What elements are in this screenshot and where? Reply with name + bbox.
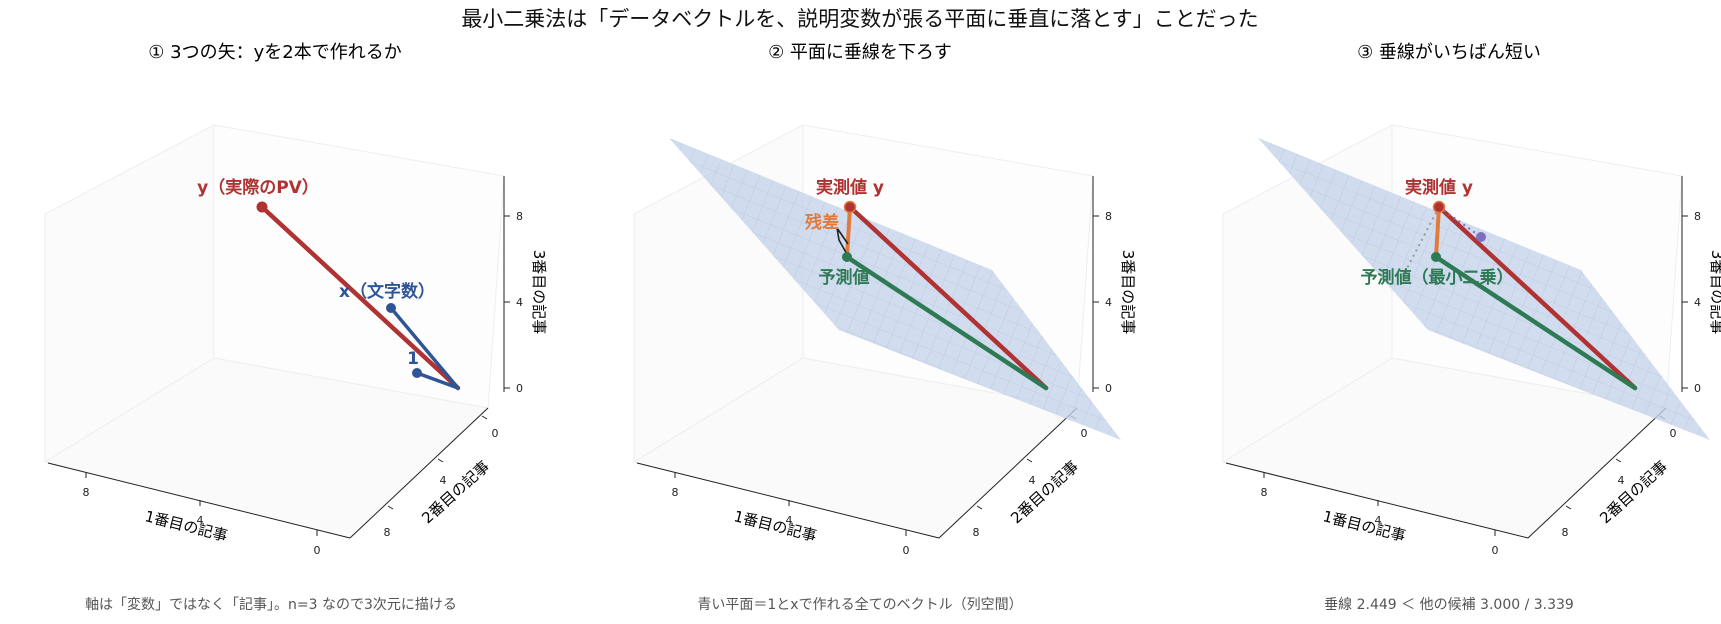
panel-1-tick-labels: 8 4 0 0 4 8 0 4 8: [83, 210, 524, 557]
panel-2-x-axis-label: 1番目の記事: [732, 507, 818, 545]
panel-1-side-wall: [44, 124, 215, 463]
panel-2-axes: [636, 176, 1099, 539]
one-vector-label: 1: [407, 349, 419, 369]
panel-2-y-axis-label: 2番目の記事: [1007, 457, 1082, 527]
panel-1: ① 3つの矢：yを2本で作れるか 8 4 0 0 4 8: [43, 42, 548, 613]
residual-label: 残差: [805, 212, 839, 233]
panel-1-y-tick-0: 0: [492, 427, 499, 440]
panel-2-x-tick-8: 8: [672, 486, 679, 499]
panel-1-title: ① 3つの矢：yを2本で作れるか: [148, 42, 401, 63]
actual-label: 実測値 y: [816, 177, 884, 198]
panel-3-y-axis-label: 2番目の記事: [1596, 457, 1671, 527]
main-title: 最小二乗法は「データベクトルを、説明変数が張る平面に垂直に落とす」ことだった: [461, 7, 1258, 31]
panel-3-title: ③ 垂線がいちばん短い: [1357, 42, 1541, 63]
panel-3-y-tick-0: 0: [1670, 427, 1677, 440]
y-vector-tip: [256, 201, 268, 213]
panel-1-back-wall: [213, 124, 505, 409]
panel-2-x-tick-0: 0: [903, 544, 910, 557]
predicted-vector-3: [1433, 254, 1638, 391]
panel-1-x-axis-label: 1番目の記事: [143, 507, 229, 545]
panel-2-title: ② 平面に垂線を下ろす: [768, 42, 952, 63]
actual-point-3: [1432, 200, 1446, 214]
panel-2-z-tick-4: 4: [1105, 296, 1112, 309]
panel-3-x-axis-label: 1番目の記事: [1321, 507, 1407, 545]
panel-1-x-tick-0: 0: [314, 544, 321, 557]
panel-3-y-tick-8: 8: [1562, 526, 1569, 539]
panel-3: ③ 垂線がいちばん短い 8 4 0 0: [1221, 42, 1721, 613]
panel-2-y-tick-0: 0: [1081, 427, 1088, 440]
panel-2-z-tick-0: 0: [1105, 382, 1112, 395]
panel-2-vectors: [836, 200, 1049, 391]
panel-1-x-axis: [47, 462, 351, 539]
one-vector: [415, 371, 460, 390]
perpendicular-line: [1434, 205, 1441, 259]
panel-2-x-tick-4: 4: [786, 514, 793, 527]
panel-2-y-tick-8: 8: [973, 526, 980, 539]
predicted-label-3: 予測値（最小二乗）: [1361, 267, 1514, 288]
panel-1-z-tick-8: 8: [516, 210, 523, 223]
predicted-vector: [844, 254, 1049, 391]
predicted-label: 予測値: [819, 267, 870, 288]
panel-1-z-tick-4: 4: [516, 296, 523, 309]
residual-vector: [845, 205, 852, 259]
predicted-point-3: [1431, 252, 1441, 262]
panel-2-z-tick-8: 8: [1105, 210, 1112, 223]
panel-3-z-axis-label: 3番目の記事: [1708, 250, 1721, 335]
actual-label-3: 実測値 y: [1405, 177, 1473, 198]
panel-1-z-axis-label: 3番目の記事: [530, 250, 548, 335]
panel-1-vectors: [256, 201, 461, 391]
panel-1-z-tick-0: 0: [516, 382, 523, 395]
actual-vector-3: [1436, 204, 1638, 391]
panel-2-tick-labels: 8 4 0 0 4 8 0 4 8: [672, 210, 1113, 557]
x-vector-label: x（文字数）: [339, 281, 435, 302]
panel-2: ② 平面に垂線を下ろす 8 4 0 0: [632, 42, 1137, 613]
alt-candidate-line-2: [1438, 206, 1482, 238]
x-vector: [389, 306, 460, 390]
panel-3-axes: [1225, 176, 1688, 539]
panel-1-y-tick-8: 8: [384, 526, 391, 539]
panel-2-z-axis-label: 3番目の記事: [1119, 250, 1137, 335]
panel-3-y-tick-4: 4: [1618, 474, 1625, 487]
alt-candidate-point: [1476, 232, 1486, 242]
panel-3-x-tick-8: 8: [1261, 486, 1268, 499]
panel-1-y-tick-4: 4: [440, 474, 447, 487]
actual-vector: [847, 204, 1049, 391]
panel-1-axes: [47, 176, 510, 539]
right-angle-marker: [836, 227, 849, 257]
one-vector-tip: [412, 368, 422, 378]
panel-3-x-tick-0: 0: [1492, 544, 1499, 557]
panel-3-tick-labels: 8 4 0 0 4 8 0 4 8: [1261, 210, 1702, 557]
actual-point: [843, 200, 857, 214]
panel-1-y-axis-label: 2番目の記事: [418, 457, 493, 527]
panel-3-vectors: [1402, 200, 1638, 391]
y-vector: [259, 204, 461, 391]
panel-3-x-tick-4: 4: [1375, 514, 1382, 527]
alt-candidate-line-1: [1402, 206, 1440, 277]
panel-2-y-tick-4: 4: [1029, 474, 1036, 487]
panel-1-caption: 軸は「変数」ではなく「記事」。n=3 なので3次元に描ける: [85, 596, 457, 613]
panel-3-z-tick-4: 4: [1694, 296, 1701, 309]
panel-1-y-axis: [349, 407, 489, 539]
x-vector-tip: [386, 303, 396, 313]
y-vector-label: y（実際のPV）: [197, 177, 319, 198]
panel-1-x-tick-8: 8: [83, 486, 90, 499]
panel-3-z-tick-0: 0: [1694, 382, 1701, 395]
predicted-point: [842, 252, 852, 262]
panel-1-x-tick-4: 4: [197, 514, 204, 527]
panel-1-box: [43, 124, 505, 539]
panel-2-caption: 青い平面＝1とxで作れる全てのベクトル（列空間）: [697, 596, 1022, 613]
panel-3-z-tick-8: 8: [1694, 210, 1701, 223]
panel-3-caption: 垂線 2.449 ＜ 他の候補 3.000 / 3.339: [1324, 597, 1574, 613]
